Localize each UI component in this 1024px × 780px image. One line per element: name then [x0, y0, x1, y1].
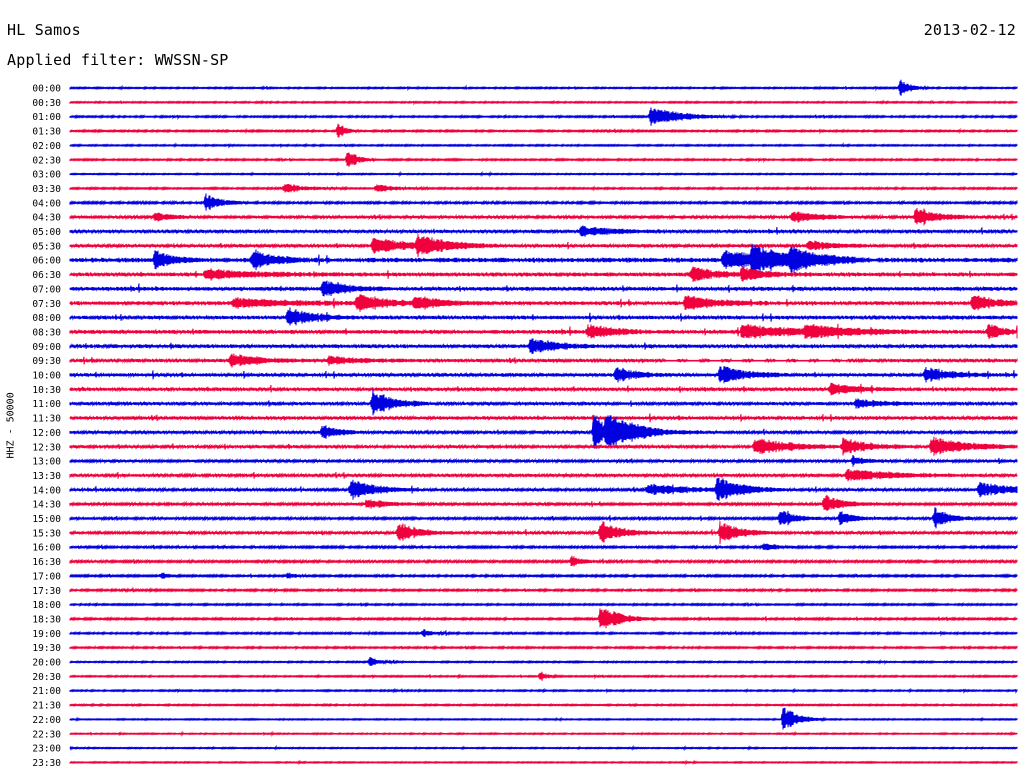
time-tick-label: 11:30: [32, 414, 61, 425]
time-tick-label: 16:30: [32, 557, 61, 568]
time-tick-label: 15:30: [32, 528, 61, 539]
date-label: 2013-02-12: [923, 21, 1016, 39]
time-tick-label: 00:30: [32, 98, 61, 109]
time-tick-label: 04:30: [32, 213, 61, 224]
time-tick-label: 04:00: [32, 198, 61, 209]
time-tick-label: 15:00: [32, 514, 61, 525]
time-tick-label: 06:30: [32, 270, 61, 281]
time-tick-label: 22:30: [32, 729, 61, 740]
time-tick-label: 11:00: [32, 399, 61, 410]
time-tick-label: 18:00: [32, 600, 61, 611]
time-tick-label: 03:00: [32, 170, 61, 181]
time-tick-label: 20:00: [32, 658, 61, 669]
time-tick-label: 09:00: [32, 342, 61, 353]
station-title: HL Samos: [7, 21, 81, 39]
time-tick-label: 17:30: [32, 586, 61, 597]
time-tick-label: 01:30: [32, 127, 61, 138]
time-tick-label: 02:00: [32, 141, 61, 152]
time-tick-label: 13:30: [32, 471, 61, 482]
filter-label: Applied filter: WWSSN-SP: [7, 51, 229, 69]
time-tick-label: 07:30: [32, 299, 61, 310]
time-tick-label: 16:00: [32, 543, 61, 554]
time-tick-label: 23:00: [32, 744, 61, 755]
time-tick-label: 05:30: [32, 241, 61, 252]
time-tick-label: 08:30: [32, 327, 61, 338]
time-tick-label: 19:00: [32, 629, 61, 640]
seismic-trace-1430: [69, 494, 1018, 511]
time-tick-label: 12:30: [32, 442, 61, 453]
time-tick-label: 14:30: [32, 500, 61, 511]
time-tick-label: 00:00: [32, 84, 61, 95]
time-tick-label: 22:00: [32, 715, 61, 726]
time-tick-label: 09:30: [32, 356, 61, 367]
time-tick-label: 10:00: [32, 371, 61, 382]
seismic-trace-1100: [69, 389, 1018, 416]
time-tick-label: 07:00: [32, 284, 61, 295]
time-tick-label: 19:30: [32, 643, 61, 654]
time-tick-label: 10:30: [32, 385, 61, 396]
time-tick-label: 06:00: [32, 256, 61, 267]
time-tick-label: 21:00: [32, 686, 61, 697]
time-tick-label: 23:30: [32, 758, 61, 769]
time-tick-label: 12:00: [32, 428, 61, 439]
seismic-trace-0800: [69, 307, 1018, 326]
time-tick-label: 03:30: [32, 184, 61, 195]
time-tick-label: 14:00: [32, 485, 61, 496]
time-tick-label: 17:00: [32, 571, 61, 582]
time-tick-label: 02:30: [32, 155, 61, 166]
time-tick-label: 21:30: [32, 701, 61, 712]
time-tick-label: 08:00: [32, 313, 61, 324]
time-tick-label: 05:00: [32, 227, 61, 238]
time-tick-label: 18:30: [32, 614, 61, 625]
time-tick-label: 20:30: [32, 672, 61, 683]
time-tick-label: 13:00: [32, 457, 61, 468]
time-tick-label: 01:00: [32, 112, 61, 123]
